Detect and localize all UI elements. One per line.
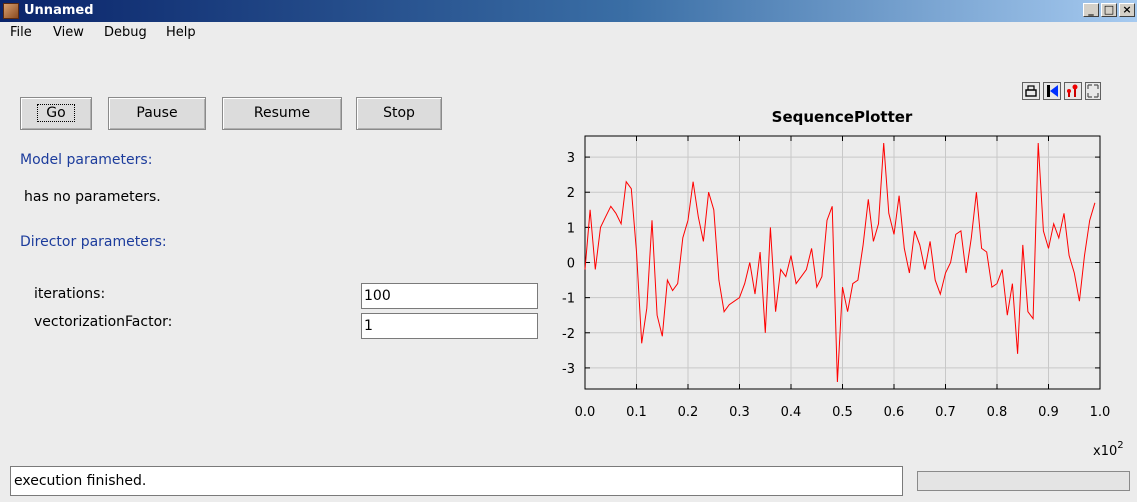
reset-axes-icon[interactable]: [1043, 82, 1061, 100]
minimize-icon[interactable]: _: [1083, 3, 1099, 17]
x-tick-label: 0.2: [678, 405, 699, 420]
reset-axes-glyph: [1047, 85, 1058, 97]
iterations-label: iterations:: [34, 286, 106, 302]
y-tick-label: -2: [562, 327, 575, 342]
x-exponent-label: x102: [1093, 440, 1124, 459]
model-no-parameters: has no parameters.: [24, 189, 161, 205]
x-tick-label: 0.3: [729, 405, 750, 420]
menu-debug[interactable]: Debug: [104, 25, 147, 40]
iterations-field[interactable]: 100: [361, 283, 538, 309]
x-tick-label: 0.6: [884, 405, 905, 420]
print-icon[interactable]: [1022, 82, 1040, 100]
x-tick-label: 0.8: [987, 405, 1008, 420]
menu-help[interactable]: Help: [166, 25, 196, 40]
sequence-plotter-chart: SequencePlotter 0.0 0.1 0.2 0.3 0.4 0.5 0.6 0.7…: [562, 108, 1124, 459]
x-tick-label: 0.0: [575, 405, 596, 420]
menu-file[interactable]: File: [10, 25, 32, 40]
x-tick-label: 1.0: [1090, 405, 1111, 420]
chart-ticks: 0.0 0.1 0.2 0.3 0.4 0.5 0.6 0.7 0.8 0.9 1.0 3 2 1 0 -1 -…: [562, 136, 1110, 420]
menu-view[interactable]: View: [53, 25, 84, 40]
y-tick-label: 1: [567, 221, 575, 236]
x-exponent-power: 2: [1117, 440, 1123, 451]
stop-button[interactable]: Stop: [356, 97, 442, 130]
resume-button[interactable]: Resume: [222, 97, 342, 130]
progress-bar: [917, 471, 1130, 491]
title-bar: Unnamed _ □ ×: [0, 0, 1137, 22]
y-tick-label: -1: [562, 292, 575, 307]
window-title: Unnamed: [24, 3, 94, 18]
pause-button[interactable]: Pause: [108, 97, 206, 130]
chart-title: SequencePlotter: [772, 108, 913, 126]
print-glyph: [1025, 85, 1037, 97]
vectorization-factor-label: vectorizationFactor:: [34, 314, 173, 330]
x-exponent-base: x10: [1093, 444, 1117, 459]
chart-grid: [584, 136, 1101, 389]
format-glyph: [1067, 84, 1078, 97]
x-tick-label: 0.9: [1038, 405, 1059, 420]
x-tick-label: 0.4: [781, 405, 802, 420]
format-icon[interactable]: [1064, 82, 1082, 100]
maximize-icon[interactable]: □: [1101, 3, 1117, 17]
fill-icon[interactable]: [1085, 82, 1101, 100]
y-tick-label: 0: [567, 257, 575, 272]
y-tick-label: -3: [562, 362, 575, 377]
menu-bar: File View Debug Help: [0, 22, 1137, 44]
director-parameters-heading: Director parameters:: [20, 234, 167, 250]
go-button[interactable]: Go: [20, 97, 92, 130]
status-field: execution finished.: [10, 466, 903, 496]
x-tick-label: 0.5: [832, 405, 853, 420]
x-tick-label: 0.7: [935, 405, 956, 420]
model-parameters-heading: Model parameters:: [20, 152, 153, 168]
vectorization-factor-field[interactable]: 1: [361, 313, 538, 339]
go-label: Go: [37, 104, 75, 122]
ptolemy-app-icon: [3, 3, 19, 19]
chart-series: [584, 142, 1096, 383]
y-tick-label: 2: [567, 186, 575, 201]
y-tick-label: 3: [567, 151, 575, 166]
series-line: [584, 142, 1096, 383]
x-tick-label: 0.1: [626, 405, 647, 420]
close-icon[interactable]: ×: [1119, 3, 1135, 17]
fill-glyph: [1087, 84, 1099, 98]
